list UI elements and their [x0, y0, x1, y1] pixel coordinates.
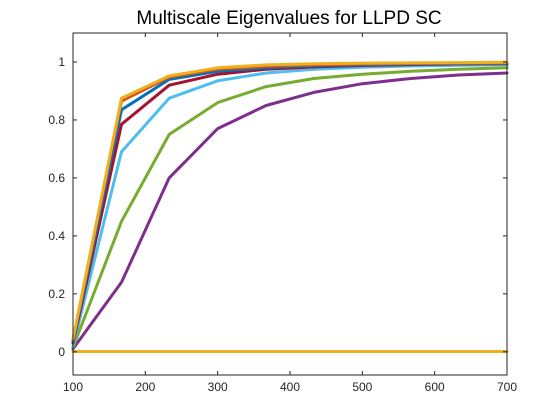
x-tick-label: 300	[208, 380, 228, 394]
y-tick-label: 0.2	[48, 287, 65, 301]
series-line-7	[71, 61, 509, 342]
chart-title: Multiscale Eigenvalues for LLPD SC	[136, 8, 441, 29]
plot-area	[71, 60, 509, 353]
series-line-2	[71, 71, 509, 351]
y-tick-label: 1	[58, 55, 65, 69]
y-tick-label: 0.4	[48, 229, 65, 243]
y-tick-label: 0.6	[48, 171, 65, 185]
x-tick-label: 400	[280, 380, 300, 394]
series-line-8	[71, 60, 509, 341]
x-tick-label: 100	[63, 380, 83, 394]
x-axis: 100 200 300 400 500 600 700	[63, 33, 517, 394]
x-tick-label: 600	[425, 380, 445, 394]
x-tick-label: 700	[497, 380, 517, 394]
series-line-5	[71, 62, 509, 345]
x-tick-label: 200	[135, 380, 155, 394]
series-line-3	[71, 66, 509, 349]
series-line-4	[71, 63, 509, 348]
y-axis: 0 0.2 0.4 0.6 0.8 1	[48, 55, 507, 359]
y-tick-label: 0.8	[48, 113, 65, 127]
series-line-6	[71, 61, 509, 344]
y-tick-label: 0	[58, 345, 65, 359]
axes-box	[72, 32, 508, 376]
x-tick-label: 500	[352, 380, 372, 394]
